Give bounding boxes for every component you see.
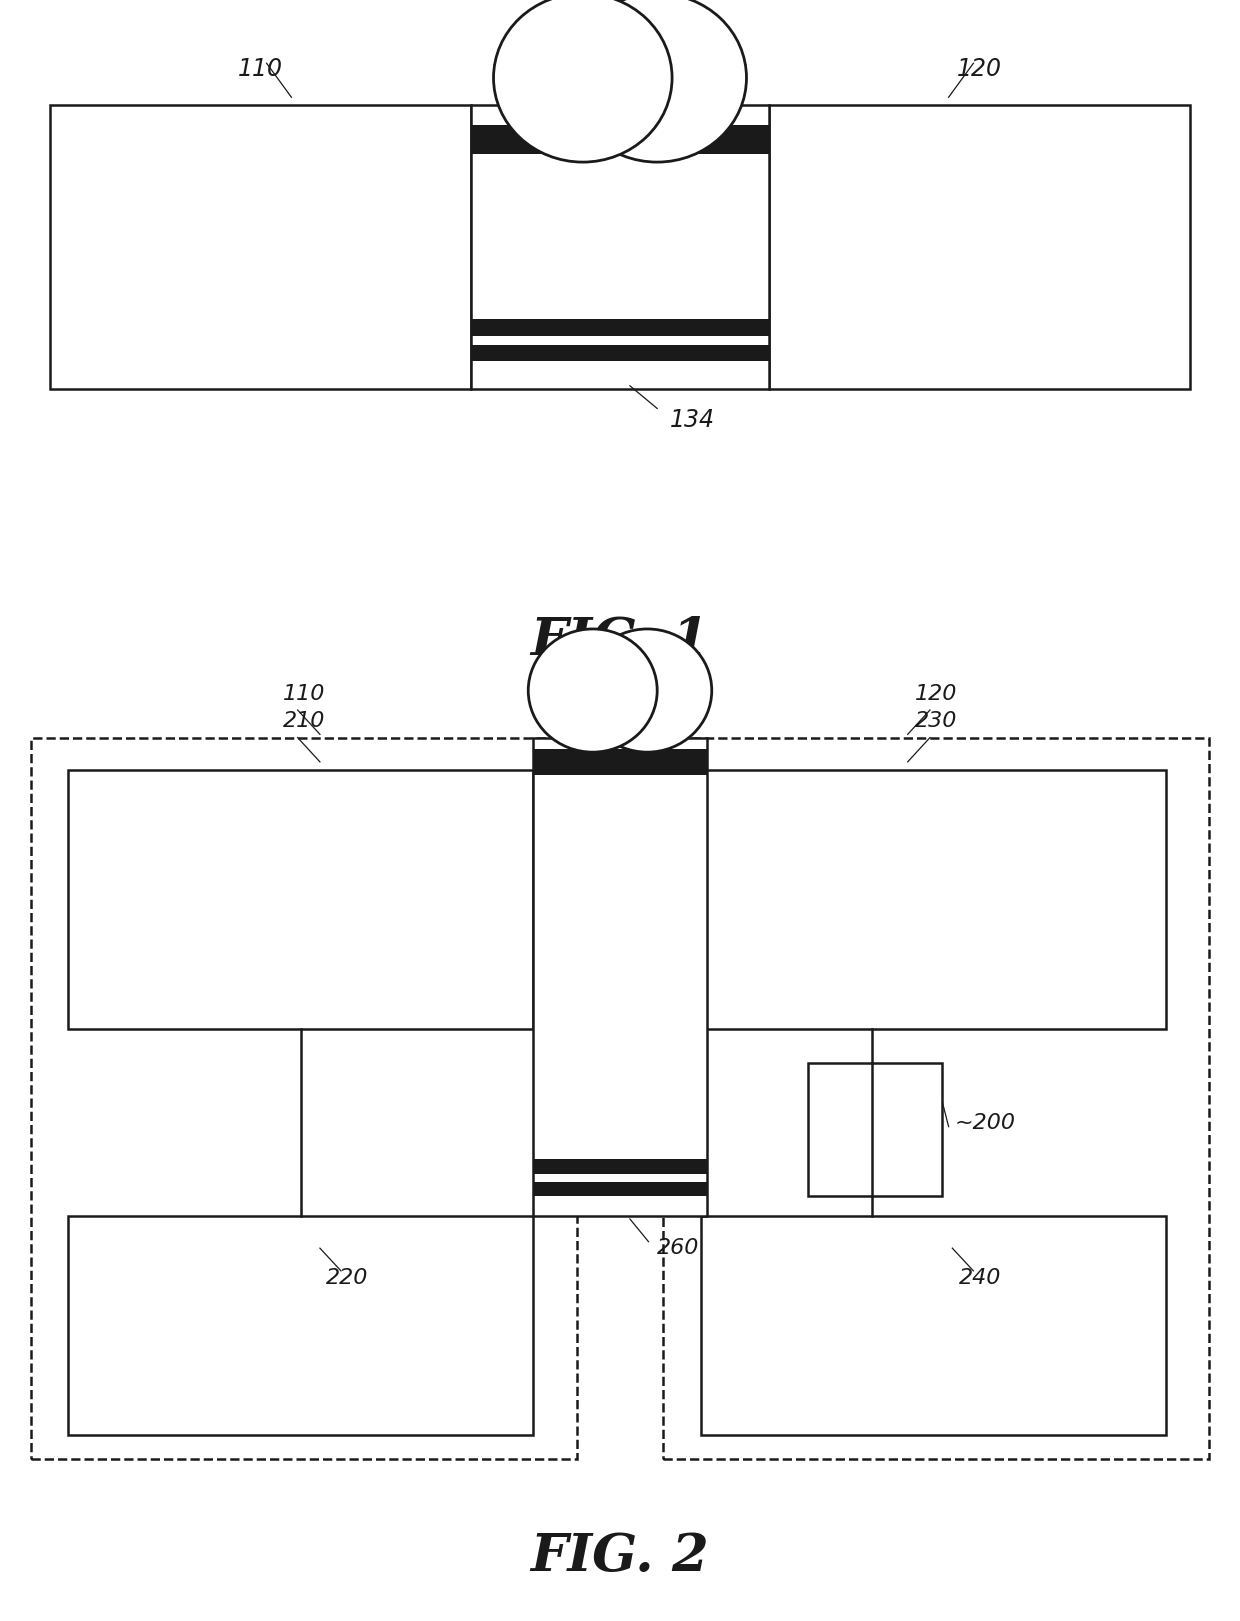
Bar [50,105,471,389]
Ellipse shape [568,0,746,162]
Bar [533,1182,707,1196]
Text: 110: 110 [283,684,325,704]
Bar [68,1216,533,1435]
Text: 120: 120 [957,57,1002,81]
Bar [471,125,769,154]
Bar [808,1063,942,1196]
Text: 230: 230 [915,712,957,731]
Text: 210: 210 [283,712,325,731]
Bar [471,105,769,389]
Text: 240: 240 [959,1268,1001,1287]
Bar [533,749,707,775]
Text: 132: 132 [657,11,702,36]
Text: FIG. 1: FIG. 1 [531,614,709,666]
Ellipse shape [583,629,712,752]
Text: 134: 134 [670,408,714,433]
Bar [663,738,1209,1459]
Text: ~200: ~200 [955,1114,1016,1133]
Text: 220: 220 [326,1268,368,1287]
Text: FIG. 2: FIG. 2 [531,1530,709,1582]
Bar [533,738,707,1216]
Text: 120: 120 [915,684,957,704]
Text: 250: 250 [657,658,699,678]
Bar [471,319,769,336]
Bar [769,105,1190,389]
Text: 260: 260 [657,1238,699,1258]
Bar [701,770,1166,1029]
Bar [31,738,577,1459]
Bar [471,345,769,361]
Ellipse shape [494,0,672,162]
Bar [701,1216,1166,1435]
Bar [533,1159,707,1174]
Bar [68,770,533,1029]
Ellipse shape [528,629,657,752]
Text: 110: 110 [238,57,283,81]
